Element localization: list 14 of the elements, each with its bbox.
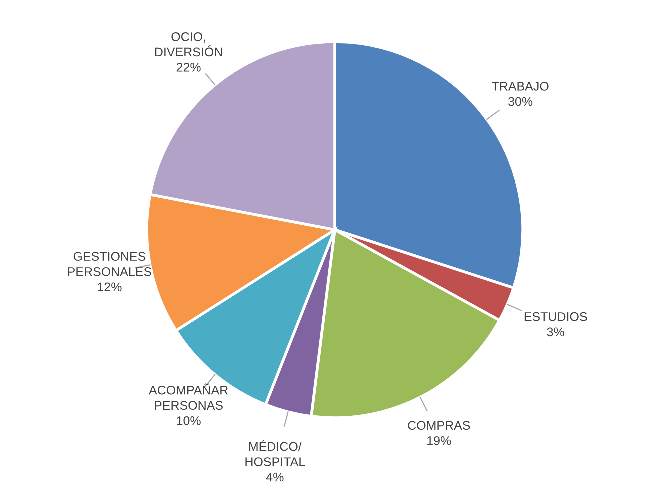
slice-label: GESTIONES PERSONALES [68,252,152,276]
data-label: 4% [266,472,284,482]
slice-label: COMPRAS [408,421,470,430]
slice-label: TRABAJO [492,82,549,91]
slice-label: ESTUDIOS [524,312,588,322]
data-label: 19% [428,436,452,446]
data-label: 12% [98,282,122,292]
slice-label: ACOMPAÑAR PERSONAS [149,384,228,410]
data-label: 22% [176,63,201,72]
data-label: 30% [508,97,533,106]
data-label: 10% [177,416,201,426]
data-label: 3% [547,328,564,337]
slice-label: MÉDICO/ HOSPITAL [246,440,306,466]
slice-label: OCIO, DIVERSIÓN [155,32,222,57]
